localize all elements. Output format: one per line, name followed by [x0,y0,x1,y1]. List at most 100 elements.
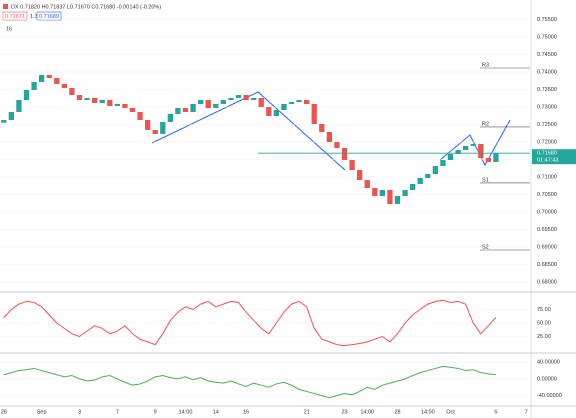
candle [8,112,15,120]
candle [213,103,219,109]
x-tick-label: 16 [243,409,249,415]
candle [296,100,302,102]
candle [61,84,68,88]
pivot-label: R3 [482,62,489,68]
candle [228,98,234,100]
y-tick-label: 0.68000 [537,279,557,285]
candle [114,103,121,106]
candle [394,196,401,204]
last-price-box [532,149,576,165]
badge [36,11,62,21]
indicator-line [3,299,497,347]
candle [197,100,204,104]
candle [288,101,295,104]
y-tick-label: 25.00 [537,334,551,340]
candle [402,189,408,197]
x-tick-label: 28 [394,409,400,415]
interval: 16 [6,26,12,32]
candle [182,108,189,113]
y-tick-label: 0.74000 [537,69,557,75]
y-tick-label: 0.72000 [537,139,557,145]
candle [417,178,423,184]
candle [243,94,249,100]
candle [107,100,113,106]
candle [258,98,264,107]
candle [250,98,257,100]
pivot-label: R2 [482,121,489,127]
candle [175,108,181,114]
candle [326,131,333,142]
candle [303,100,310,104]
candle [387,189,393,204]
y-tick-label: 0.75500 [537,17,557,23]
candle [455,150,461,155]
candle [220,100,227,104]
indicator-line [3,365,496,399]
header-ohlc: DX 0.71820 H0.71837 L0.71670 C0.71680 -0… [11,4,161,10]
candle [493,153,499,162]
candle [319,124,325,132]
trend-drawing [439,119,511,167]
x-tick-label: 7 [525,409,528,415]
x-tick-label: 28 [1,409,7,415]
y-tick-label: 0.73500 [537,87,557,93]
candle [23,89,30,100]
candle [205,100,211,109]
x-tick-label: 9 [154,409,157,415]
candle [372,187,378,197]
candle [76,94,83,100]
candle [356,170,363,181]
candle [273,110,280,116]
candle [31,82,37,90]
y-tick-label: 0.70000 [537,209,557,215]
badge [2,11,28,21]
countdown: 01:47:43 [537,158,558,164]
candle [379,189,386,197]
symbol-icon [3,4,8,9]
candle [160,122,166,134]
candle [485,157,492,162]
x-tick-label: 5 [494,409,497,415]
x-tick-label: 14 [213,409,219,415]
candle [432,166,439,174]
candle [440,159,446,167]
candle [470,143,476,146]
candle [266,107,272,116]
candle [447,154,454,160]
y-tick-label: 0.69500 [537,227,557,233]
y-tick-label: 0.73000 [537,104,557,110]
pivot-label: S1 [482,177,489,183]
candle [349,159,355,170]
last-price-label: 0.71680 [537,151,557,157]
candle [69,87,75,95]
candle [54,77,60,85]
y-tick-label: 0.71000 [537,174,557,180]
x-tick-label: 7 [116,409,119,415]
candle [122,103,128,109]
candle [99,100,105,104]
x-tick-label: Sep [37,409,47,415]
y-tick-label: 50.00 [537,320,551,326]
y-tick-label: 0.69000 [537,244,557,250]
x-tick-label: 14:00 [421,409,435,415]
x-tick-label: 14:00 [179,409,193,415]
x-tick-label: 14:00 [360,409,374,415]
candle [167,114,174,123]
candle [46,75,52,78]
y-tick-label: 0.75000 [537,34,557,40]
x-tick-label: 21 [304,409,310,415]
y-tick-label: 0.70500 [537,192,557,198]
x-tick-label: Oct [446,409,455,415]
x-tick-label: 3 [78,409,81,415]
y-tick-label: 0.68500 [537,262,557,268]
y-tick-label: -40.00000 [537,393,562,399]
candle [144,119,151,130]
candle [409,184,416,190]
candle [425,173,431,179]
candle [235,94,242,99]
candle [16,100,22,113]
y-tick-label: 75.00 [537,307,551,313]
